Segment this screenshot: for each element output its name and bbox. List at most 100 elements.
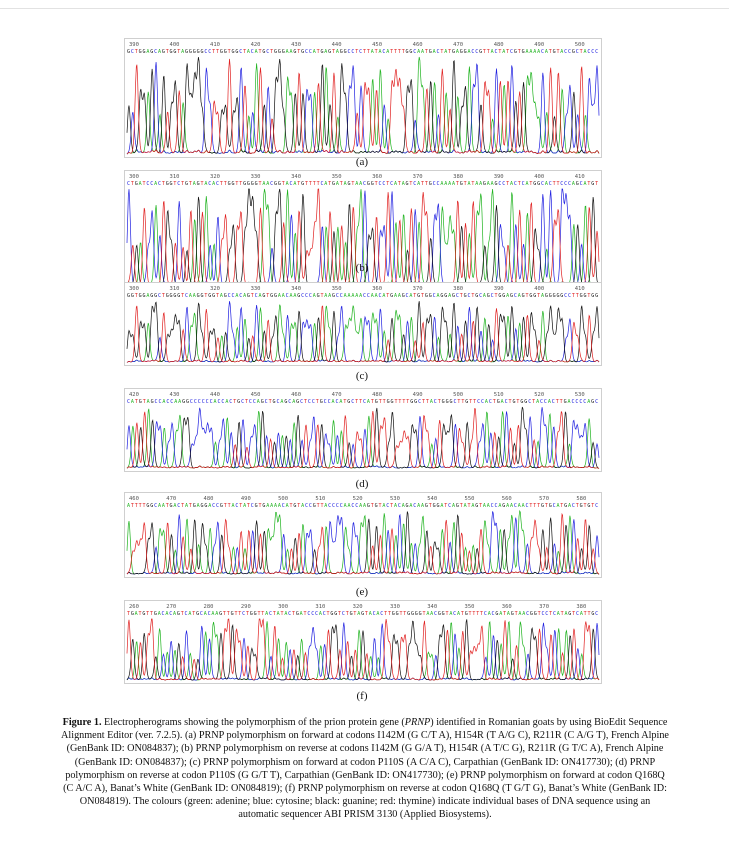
base-letter: T xyxy=(386,181,389,187)
base-letter: T xyxy=(529,181,532,187)
tick-label: 490 xyxy=(241,496,251,502)
base-letter: C xyxy=(255,293,258,299)
tick-label: 430 xyxy=(170,392,180,398)
base-letter: A xyxy=(430,611,433,617)
base-letter: A xyxy=(127,503,130,509)
base-letter: C xyxy=(146,181,149,187)
base-letter: G xyxy=(204,503,207,509)
base-letter: A xyxy=(286,503,289,509)
base-letter: G xyxy=(391,399,394,405)
tick-label: 490 xyxy=(413,392,423,398)
base-letter: T xyxy=(398,181,401,187)
base-letter: T xyxy=(471,293,474,299)
base-letter: A xyxy=(545,49,548,55)
tick-label: 480 xyxy=(372,392,382,398)
base-letter: T xyxy=(212,49,215,55)
base-letter: A xyxy=(522,611,525,617)
base-letter: G xyxy=(406,503,409,509)
base-letter: C xyxy=(571,399,574,405)
base-letter: C xyxy=(216,181,219,187)
base-letter: T xyxy=(135,293,138,299)
base-letter: T xyxy=(425,49,428,55)
base-letter: G xyxy=(402,293,405,299)
base-letter: C xyxy=(204,49,207,55)
base-letter: G xyxy=(537,181,540,187)
base-letter: T xyxy=(556,399,559,405)
base-letter: C xyxy=(185,611,188,617)
chromatogram-a: 390 400 410 420 430 440 450 460 470 480 490 500 G C T G… xyxy=(124,38,602,158)
base-letter: A xyxy=(313,293,316,299)
base-letter: T xyxy=(220,181,223,187)
tick-label: 400 xyxy=(170,42,180,48)
tick-label: 310 xyxy=(315,604,325,610)
base-letter: A xyxy=(188,611,191,617)
base-letter: A xyxy=(277,611,280,617)
base-letter: T xyxy=(233,399,236,405)
panel-label-e: (e) xyxy=(355,586,369,598)
base-letter: A xyxy=(131,399,134,405)
base-letter: A xyxy=(568,503,571,509)
base-letter: A xyxy=(467,49,470,55)
base-letter: C xyxy=(265,399,268,405)
base-letter: C xyxy=(576,611,579,617)
base-letter: A xyxy=(483,503,486,509)
base-letter: T xyxy=(192,611,195,617)
base-letter: G xyxy=(150,293,153,299)
base-letter: T xyxy=(471,181,474,187)
base-letter: G xyxy=(390,293,393,299)
base-letter: C xyxy=(495,49,498,55)
base-letter: T xyxy=(245,399,248,405)
base-letter: A xyxy=(452,181,455,187)
base-letter: C xyxy=(481,399,484,405)
base-letter: G xyxy=(177,293,180,299)
base-letter: C xyxy=(309,293,312,299)
base-letter: C xyxy=(433,181,436,187)
base-letter: T xyxy=(304,611,307,617)
tick-label: 310 xyxy=(170,174,180,180)
trace-line xyxy=(126,618,600,681)
tick-label: 360 xyxy=(372,286,382,292)
base-letter: T xyxy=(457,399,460,405)
tick-label: 300 xyxy=(278,604,288,610)
trace-line xyxy=(126,56,600,155)
base-letter: T xyxy=(446,611,449,617)
base-letter: G xyxy=(330,611,333,617)
base-letter: T xyxy=(181,181,184,187)
base-letter: C xyxy=(491,503,494,509)
tick-label: 450 xyxy=(372,42,382,48)
tick-label: 350 xyxy=(332,286,342,292)
base-letter: G xyxy=(576,181,579,187)
base-letter: G xyxy=(224,49,227,55)
base-letter: C xyxy=(348,49,351,55)
base-letter: T xyxy=(394,49,397,55)
base-letter: G xyxy=(464,49,467,55)
base-letter: G xyxy=(274,49,277,55)
base-letter: A xyxy=(440,181,443,187)
base-letter: G xyxy=(131,293,134,299)
base-letter: T xyxy=(406,399,409,405)
base-letter: T xyxy=(135,503,138,509)
base-letter: T xyxy=(529,503,532,509)
base-letter: A xyxy=(501,399,504,405)
base-letter: G xyxy=(151,399,154,405)
base-letter: T xyxy=(371,399,374,405)
base-letter: G xyxy=(591,399,594,405)
base-letter: C xyxy=(305,293,308,299)
base-letter: C xyxy=(335,399,338,405)
base-letter: T xyxy=(584,611,587,617)
base-letter: C xyxy=(158,293,161,299)
base-letter: G xyxy=(127,49,130,55)
base-letter: G xyxy=(553,49,556,55)
base-letter: G xyxy=(392,611,395,617)
base-letter: A xyxy=(336,49,339,55)
panel-label-b: (b) xyxy=(355,262,369,274)
base-letter: G xyxy=(367,503,370,509)
base-letter: T xyxy=(587,293,590,299)
base-letter: A xyxy=(324,49,327,55)
base-letter: T xyxy=(150,611,153,617)
base-letter: T xyxy=(506,49,509,55)
base-letter: G xyxy=(127,293,130,299)
base-letter: T xyxy=(516,399,519,405)
base-letter: C xyxy=(270,181,273,187)
